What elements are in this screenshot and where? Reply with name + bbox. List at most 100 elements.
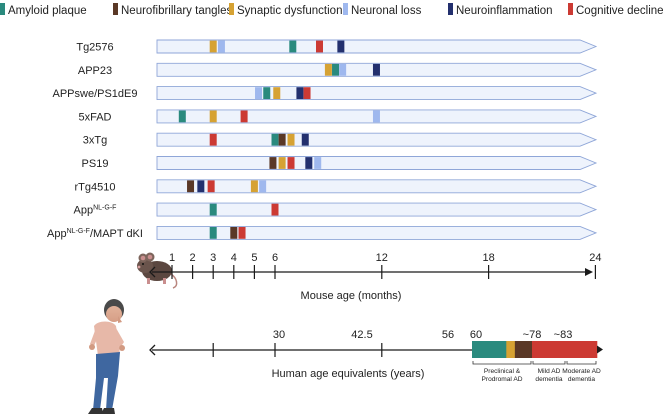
mouse-tick-3: 3	[210, 252, 216, 279]
legend-item-cognitive-decline: Cognitive decline	[568, 3, 664, 17]
marker-neuronal-loss	[339, 63, 347, 76]
marker-synaptic-dysfunction	[273, 87, 281, 99]
marker-neurofibrillary-tangles	[187, 180, 195, 193]
model-label: AppNL-G-F/MAPT dKI	[47, 228, 143, 240]
legend-label: Cognitive decline	[576, 5, 664, 17]
marker-neuronal-loss	[372, 110, 380, 123]
mouse-tick-12: 12	[376, 252, 388, 279]
marker-neurofibrillary-tangles	[278, 133, 286, 146]
mouse-tick-1: 1	[169, 252, 175, 279]
human-stage-preclinical-prodromal-ad: Preclinical &Prodromal AD	[472, 341, 533, 383]
mouse-tick-2: 2	[190, 252, 196, 279]
model-row-tg2576: Tg2576	[76, 39, 598, 54]
timeline-bar	[156, 156, 598, 170]
legend-label: Neurofibrillary tangles	[121, 5, 232, 17]
marker-neuronal-loss	[255, 87, 263, 99]
stage-label: dementia	[568, 376, 595, 383]
marker-neuroinflammation	[372, 63, 380, 76]
marker-neuronal-loss	[217, 40, 225, 53]
human-icon	[88, 299, 125, 414]
marker-cognitive-decline	[207, 180, 215, 193]
marker-neuroinflammation	[197, 180, 205, 193]
legend-swatch	[113, 3, 118, 15]
legend-label: Synaptic dysfunction	[237, 5, 342, 17]
marker-amyloid-plaque	[332, 63, 340, 76]
stage-segment-neurofibrillary-tangles	[514, 341, 533, 358]
model-label: rTg4510	[75, 181, 116, 193]
legend: Amyloid plaque Neurofibrillary tangles Syn…	[0, 3, 664, 17]
mouse-tick-label: 4	[231, 252, 237, 264]
model-label: 5xFAD	[78, 111, 111, 123]
mouse-tick-label: 18	[482, 252, 494, 264]
mouse-tick-label: 1	[169, 252, 175, 264]
legend-label: Neuronal loss	[351, 5, 422, 17]
timeline-bar	[156, 39, 598, 54]
marker-synaptic-dysfunction	[250, 180, 258, 193]
marker-amyloid-plaque	[289, 40, 297, 53]
timeline-bar	[156, 86, 598, 101]
marker-synaptic-dysfunction	[209, 40, 217, 53]
marker-cognitive-decline	[303, 87, 311, 99]
marker-synaptic-dysfunction	[209, 110, 217, 123]
marker-cognitive-decline	[271, 203, 279, 216]
marker-neuroinflammation	[296, 87, 304, 99]
marker-cognitive-decline	[238, 227, 246, 239]
model-label: AppNL-G-F	[74, 205, 117, 217]
legend-item-amyloid-plaque: Amyloid plaque	[0, 3, 87, 17]
model-rows: Tg2576 APP23 APPswe/PS1dE9 5xFAD 3xTg PS19 rTg…	[47, 39, 598, 240]
marker-amyloid-plaque	[271, 133, 279, 146]
marker-synaptic-dysfunction	[287, 133, 295, 146]
stage-bracket	[566, 361, 597, 365]
legend-swatch	[568, 3, 573, 15]
marker-neuronal-loss	[259, 180, 267, 193]
timeline-bar	[156, 179, 598, 194]
marker-synaptic-dysfunction	[324, 63, 332, 76]
legend-item-neuroinflammation: Neuroinflammation	[448, 3, 553, 17]
legend-label: Neuroinflammation	[456, 5, 553, 17]
marker-neurofibrillary-tangles	[230, 227, 238, 239]
human-age-label: 56	[442, 329, 454, 341]
marker-cognitive-decline	[240, 110, 248, 123]
legend-swatch	[229, 3, 234, 15]
model-row-appnl-g-f-mapt-dki: AppNL-G-F/MAPT dKI	[47, 225, 598, 240]
stage-label: Mild AD	[538, 368, 561, 375]
model-label: APP23	[78, 65, 112, 77]
timeline-bar	[156, 225, 598, 240]
human-age-label: 60	[470, 329, 482, 341]
stage-segment-synaptic-dysfunction	[506, 341, 516, 358]
marker-cognitive-decline	[316, 40, 323, 53]
human-age-label: ~78	[523, 329, 542, 341]
model-label: Tg2576	[76, 42, 113, 54]
mouse-tick-label: 6	[272, 252, 278, 264]
stage-bracket	[472, 361, 532, 365]
mouse-icon	[137, 252, 178, 289]
human-age-label: 30	[273, 329, 285, 341]
stage-label: dementia	[535, 376, 562, 383]
legend-item-neurofibrillary-tangles: Neurofibrillary tangles	[113, 3, 232, 17]
human-age-axis: 30 42.5 56 60 ~78 ~83 Preclinical &Prodromal …	[149, 329, 603, 383]
mouse-tick-label: 5	[251, 252, 257, 264]
stage-label: Prodromal AD	[481, 376, 522, 383]
marker-amyloid-plaque	[209, 227, 217, 239]
stage-segment-cognitive-decline	[532, 341, 567, 358]
model-row-3xtg: 3xTg	[83, 132, 598, 147]
marker-neuronal-loss	[314, 157, 322, 169]
human-age-label: 42.5	[351, 329, 372, 341]
timeline-bar	[156, 132, 598, 147]
mouse-axis-title: Mouse age (months)	[301, 290, 402, 302]
marker-neuroinflammation	[337, 40, 345, 53]
stage-segment-cognitive-decline	[566, 341, 598, 358]
mouse-tick-18: 18	[482, 252, 495, 279]
legend-swatch	[448, 3, 453, 15]
mouse-tick-24: 24	[589, 252, 602, 279]
marker-neuroinflammation	[301, 133, 309, 146]
marker-amyloid-plaque	[178, 110, 186, 123]
marker-neurofibrillary-tangles	[269, 157, 277, 169]
model-row-ps19: PS19	[82, 156, 598, 170]
human-axis-arrowhead	[597, 345, 603, 354]
legend-swatch	[0, 3, 5, 15]
marker-amyloid-plaque	[263, 87, 271, 99]
timeline-bar	[156, 202, 598, 217]
